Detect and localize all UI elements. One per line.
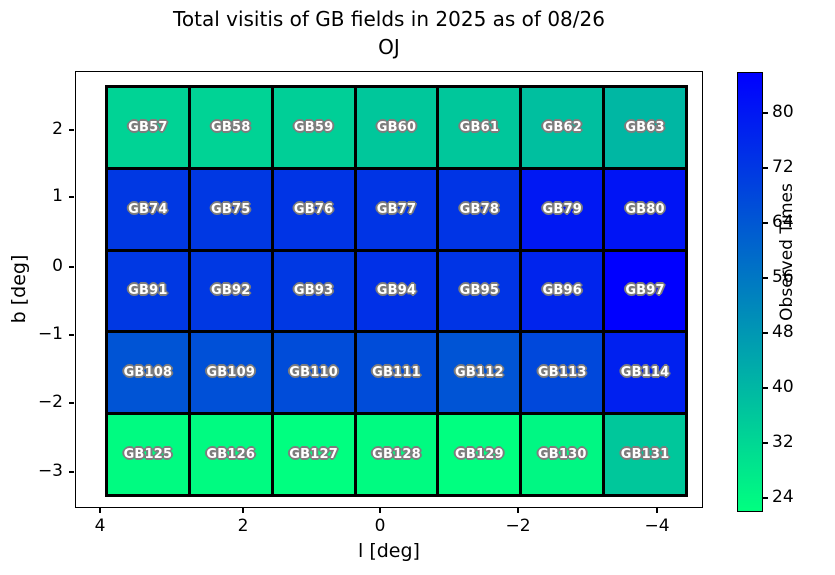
x-tick-mark	[242, 508, 244, 513]
y-tick-mark	[69, 402, 74, 404]
colorbar-tick-mark	[763, 112, 768, 115]
heatmap-cell-gb96: GB96	[522, 251, 603, 331]
y-tick-label: −3	[37, 461, 63, 481]
y-tick-mark	[69, 471, 74, 473]
colorbar-tick-mark	[763, 387, 768, 390]
heatmap-cell-gb112: GB112	[439, 333, 520, 413]
heatmap-cell-gb129: GB129	[439, 415, 520, 494]
x-tick-mark	[99, 508, 101, 513]
y-axis-label: b [deg]	[8, 254, 30, 324]
y-tick-label: −1	[37, 324, 63, 344]
heatmap-cell-gb60: GB60	[356, 88, 437, 167]
heatmap-cell-gb79: GB79	[522, 169, 603, 249]
colorbar-tick-label: 80	[772, 102, 794, 123]
y-tick-mark	[69, 129, 74, 131]
x-tick-mark	[379, 508, 381, 513]
colorbar-gradient	[738, 73, 762, 511]
heatmap-cell-gb62: GB62	[522, 88, 603, 167]
heatmap-cell-gb78: GB78	[439, 169, 520, 249]
x-tick-label: 2	[237, 516, 249, 536]
heatmap-cell-gb113: GB113	[522, 333, 603, 413]
heatmap-cell-gb94: GB94	[356, 251, 437, 331]
y-tick-mark	[69, 196, 74, 198]
heatmap-cell-gb80: GB80	[605, 169, 685, 249]
colorbar-tick-mark	[763, 332, 768, 335]
heatmap-cell-gb130: GB130	[522, 415, 603, 494]
heatmap-cell-gb75: GB75	[190, 169, 271, 249]
colorbar-tick-label: 64	[772, 212, 794, 233]
heatmap-cell-gb61: GB61	[439, 88, 520, 167]
chart-title: Total visitis of GB fields in 2025 as of…	[173, 7, 605, 31]
heatmap-cell-gb131: GB131	[605, 415, 685, 494]
heatmap-cell-gb95: GB95	[439, 251, 520, 331]
chart-subtitle: OJ	[378, 35, 400, 59]
colorbar-tick-label: 72	[772, 157, 794, 178]
heatmap-cell-gb77: GB77	[356, 169, 437, 249]
colorbar-tick-mark	[763, 497, 768, 500]
colorbar-tick-mark	[763, 222, 768, 225]
x-tick-label: −4	[644, 516, 670, 536]
heatmap-cell-gb127: GB127	[273, 415, 354, 494]
heatmap-cell-gb59: GB59	[273, 88, 354, 167]
colorbar-label: Observed Times	[777, 183, 797, 321]
heatmap-cell-gb93: GB93	[273, 251, 354, 331]
heatmap-cell-gb76: GB76	[273, 169, 354, 249]
heatmap-cell-gb125: GB125	[108, 415, 188, 494]
x-tick-label: −2	[505, 516, 531, 536]
heatmap-cell-gb91: GB91	[108, 251, 188, 331]
x-tick-label: 4	[94, 516, 106, 536]
colorbar-tick-label: 40	[772, 377, 794, 398]
y-tick-label: −2	[37, 392, 63, 412]
heatmap-cell-gb92: GB92	[190, 251, 271, 331]
heatmap-cell-gb114: GB114	[605, 333, 685, 413]
colorbar-tick-label: 32	[772, 432, 794, 453]
heatmap-cell-gb57: GB57	[108, 88, 188, 167]
x-tick-mark	[656, 508, 658, 513]
colorbar-tick-label: 24	[772, 487, 794, 508]
x-tick-label: 0	[374, 516, 386, 536]
y-tick-label: 0	[52, 256, 63, 276]
colorbar	[737, 72, 763, 512]
heatmap-cell-gb109: GB109	[190, 333, 271, 413]
x-axis-label: l [deg]	[358, 540, 420, 562]
heatmap-cell-gb63: GB63	[605, 88, 685, 167]
heatmap-cell-gb126: GB126	[190, 415, 271, 494]
y-tick-label: 2	[52, 119, 63, 139]
heatmap-cell-gb110: GB110	[273, 333, 354, 413]
y-tick-label: 1	[52, 186, 63, 206]
heatmap-cell-gb58: GB58	[190, 88, 271, 167]
x-tick-mark	[517, 508, 519, 513]
heatmap-cell-gb74: GB74	[108, 169, 188, 249]
y-tick-mark	[69, 334, 74, 336]
heatmap-grid: GB57 GB58 GB59 GB60 GB61 GB62 GB63 GB74 GB75 GB76…	[105, 85, 688, 497]
colorbar-tick-mark	[763, 442, 768, 445]
colorbar-tick-label: 56	[772, 267, 794, 288]
colorbar-tick-mark	[763, 277, 768, 280]
heatmap-cell-gb108: GB108	[108, 333, 188, 413]
heatmap-cell-gb97: GB97	[605, 251, 685, 331]
colorbar-tick-label: 48	[772, 322, 794, 343]
heatmap-cell-gb111: GB111	[356, 333, 437, 413]
heatmap-cell-gb128: GB128	[356, 415, 437, 494]
colorbar-tick-mark	[763, 167, 768, 170]
y-tick-mark	[69, 266, 74, 268]
